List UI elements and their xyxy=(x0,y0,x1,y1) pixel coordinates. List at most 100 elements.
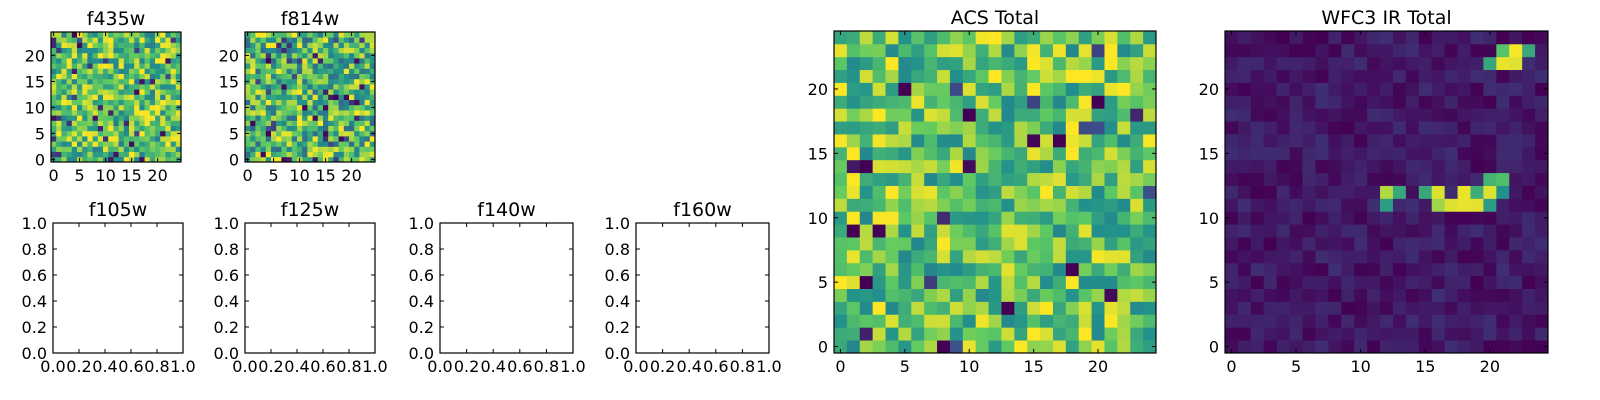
heatmap-cell xyxy=(1143,237,1157,251)
heatmap-cell xyxy=(1496,95,1510,109)
heatmap-cell xyxy=(103,47,109,54)
heatmap-cell xyxy=(937,224,951,238)
heatmap-cell xyxy=(1225,134,1239,148)
heatmap-cell xyxy=(103,94,109,100)
heatmap-cell xyxy=(872,262,886,277)
heatmap-cell xyxy=(1027,198,1041,212)
heatmap-cell xyxy=(71,136,78,142)
heatmap-cell xyxy=(1354,275,1368,289)
heatmap-cell xyxy=(123,78,130,85)
heatmap-cell xyxy=(349,89,355,95)
heatmap-cell xyxy=(1509,249,1523,264)
heatmap-cell xyxy=(134,84,140,90)
y-tick-label: 10 xyxy=(219,98,239,117)
heatmap-cell xyxy=(1001,288,1015,302)
heatmap-cell xyxy=(71,115,78,121)
heatmap-cell xyxy=(129,58,135,64)
heatmap-cell xyxy=(1225,185,1239,199)
heatmap-cell xyxy=(108,63,114,69)
heatmap-cell xyxy=(834,108,848,122)
heatmap-cell xyxy=(343,63,350,69)
heatmap-cell xyxy=(61,120,67,126)
heatmap-cell xyxy=(1328,69,1342,83)
heatmap-cell xyxy=(118,89,125,95)
heatmap-cell xyxy=(1367,185,1381,199)
heatmap-cell xyxy=(71,84,78,90)
heatmap-cell xyxy=(354,42,360,48)
heatmap-cell xyxy=(129,68,135,74)
heatmap-cell xyxy=(1263,301,1278,315)
heatmap-cell xyxy=(343,136,350,142)
heatmap-cell xyxy=(1040,198,1054,212)
heatmap-cell xyxy=(1289,172,1303,186)
heatmap-cell xyxy=(1470,262,1484,277)
heatmap-cell xyxy=(1367,327,1381,341)
x-tick-label: 10 xyxy=(289,166,309,185)
heatmap-cell xyxy=(255,94,261,100)
heatmap-cell xyxy=(1418,314,1433,328)
heatmap-cell xyxy=(1354,340,1368,354)
heatmap-cell xyxy=(144,78,151,85)
heatmap-cell xyxy=(108,136,114,142)
heatmap-cell xyxy=(846,301,861,315)
heatmap-cell xyxy=(338,104,345,111)
heatmap-cell xyxy=(82,94,88,100)
heatmap-cell xyxy=(962,314,977,328)
heatmap-cell xyxy=(97,84,104,90)
heatmap-cell xyxy=(962,262,977,277)
heatmap-cell xyxy=(307,125,313,132)
heatmap-cell xyxy=(1315,275,1329,289)
heatmap-cell xyxy=(1354,224,1368,238)
heatmap-cell xyxy=(1225,237,1239,251)
heatmap-cell xyxy=(988,108,1002,122)
heatmap-cell xyxy=(1040,224,1054,238)
y-tick-label: 0.2 xyxy=(605,318,630,337)
heatmap-cell xyxy=(113,89,119,95)
heatmap-cell xyxy=(77,146,83,152)
heatmap-cell xyxy=(87,52,93,59)
x-tick-label: 0.6 xyxy=(310,357,335,376)
heatmap-cell xyxy=(155,120,161,126)
heatmap-cell xyxy=(1001,198,1015,212)
heatmap-cell xyxy=(1289,211,1303,225)
heatmap-cell xyxy=(349,99,355,106)
heatmap-cell xyxy=(103,120,109,126)
heatmap-cell xyxy=(1522,95,1536,109)
heatmap-cell xyxy=(92,37,99,43)
heatmap-cell xyxy=(338,115,345,121)
heatmap-cell xyxy=(250,63,256,69)
heatmap-cell xyxy=(1276,134,1290,148)
heatmap-cell xyxy=(255,42,261,48)
heatmap-cell xyxy=(1040,211,1054,225)
heatmap-cell xyxy=(77,141,83,147)
heatmap-cell xyxy=(1483,249,1497,264)
axes-frame xyxy=(244,222,376,354)
heatmap-cell xyxy=(281,84,287,90)
heatmap-cell xyxy=(834,95,848,109)
heatmap-cell xyxy=(1052,224,1067,238)
heatmap-cell xyxy=(1143,314,1157,328)
y-tick-label: 0.0 xyxy=(605,344,630,363)
heatmap-cell xyxy=(108,141,114,147)
heatmap-cell xyxy=(1263,82,1278,96)
heatmap-cell xyxy=(1065,275,1080,289)
heatmap-cell xyxy=(312,68,319,74)
heatmap-cell xyxy=(1104,159,1118,174)
x-tick-label: 5 xyxy=(900,357,910,376)
heatmap-cell xyxy=(265,151,272,158)
heatmap-cell xyxy=(859,43,874,58)
heatmap-cell xyxy=(1315,327,1329,341)
heatmap-cell xyxy=(134,151,140,158)
heatmap-cell xyxy=(1367,56,1381,71)
heatmap-cell xyxy=(1276,82,1290,96)
subplot-title: f435w xyxy=(87,8,146,30)
heatmap-cell xyxy=(1027,134,1041,148)
heatmap-cell xyxy=(51,89,57,95)
heatmap-cell xyxy=(328,68,334,74)
heatmap-cell xyxy=(1315,43,1329,58)
heatmap-cell xyxy=(1078,159,1092,174)
heatmap-cell xyxy=(1104,172,1118,186)
heatmap-cell xyxy=(129,125,135,132)
heatmap-cell xyxy=(1405,31,1420,45)
y-tick-label: 0.4 xyxy=(22,292,47,311)
